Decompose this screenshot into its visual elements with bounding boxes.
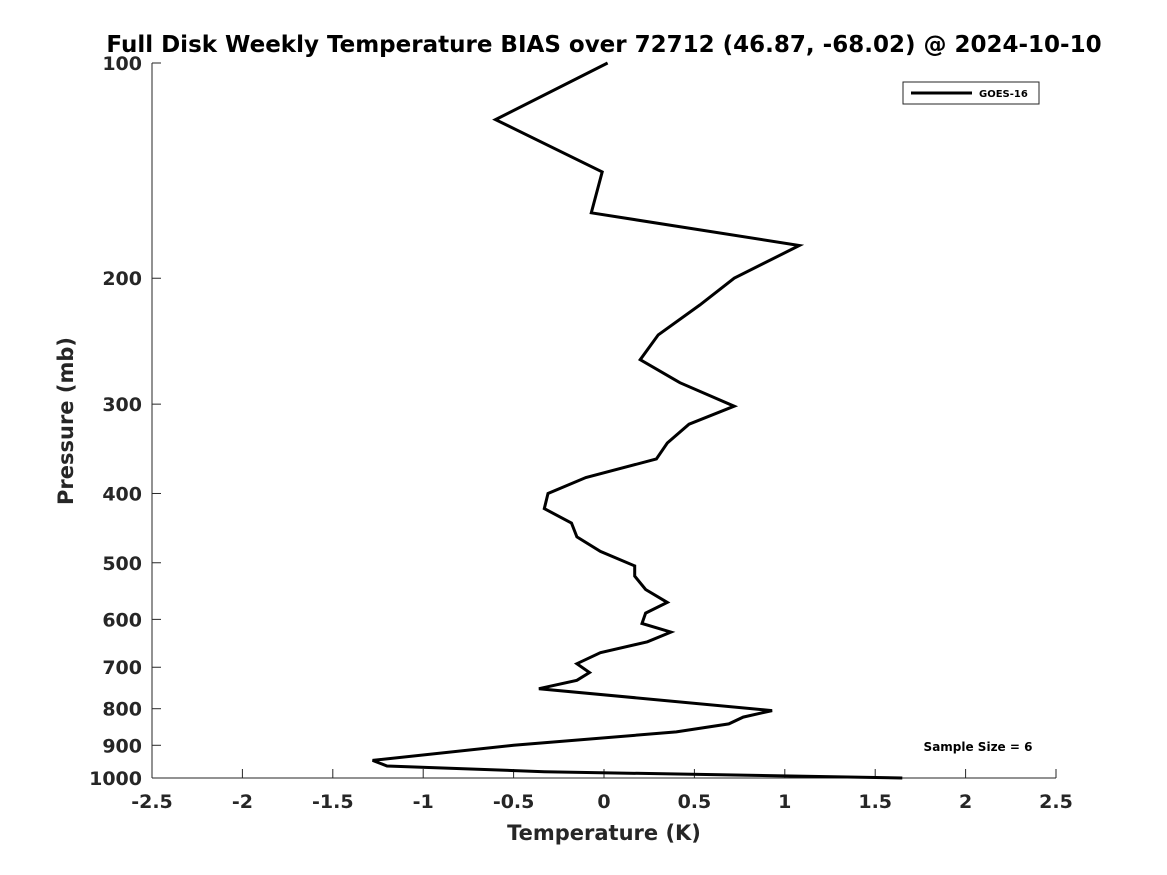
legend-entry-goes-16: GOES-16 — [979, 89, 1028, 100]
x-tick-label: 2.5 — [1039, 791, 1073, 813]
y-tick-label: 100 — [102, 53, 142, 75]
x-tick-label: -1.5 — [312, 791, 354, 813]
x-tick-label: 1.5 — [858, 791, 892, 813]
y-tick-label: 400 — [102, 483, 142, 505]
x-ticks: -2.5 -2 -1.5 -1 -0.5 0 0.5 1 1.5 2 2.5 — [131, 769, 1073, 813]
y-tick-label: 600 — [102, 609, 142, 631]
sample-size-annotation: Sample Size = 6 — [924, 740, 1033, 754]
x-axis-label: Temperature (K) — [507, 821, 701, 845]
x-tick-label: 0 — [597, 791, 610, 813]
y-tick-label: 200 — [102, 268, 142, 290]
chart-title: Full Disk Weekly Temperature BIAS over 7… — [106, 32, 1101, 58]
legend: GOES-16 — [902, 81, 1040, 105]
x-tick-label: -1 — [413, 791, 434, 813]
y-tick-label: 500 — [102, 553, 142, 575]
y-tick-label: 800 — [102, 699, 142, 721]
y-axis-label: Pressure (mb) — [54, 337, 78, 505]
x-tick-label: 0.5 — [678, 791, 712, 813]
y-ticks: 100 200 300 400 500 600 700 800 900 1000 — [89, 53, 161, 790]
x-tick-label: -2 — [232, 791, 253, 813]
series-line-goes-16 — [372, 61, 903, 780]
x-tick-label: 2 — [959, 791, 972, 813]
x-tick-label: -2.5 — [131, 791, 173, 813]
y-tick-label: 300 — [102, 394, 142, 416]
y-tick-label: 1000 — [89, 768, 142, 790]
x-tick-label: -0.5 — [493, 791, 535, 813]
y-tick-label: 700 — [102, 657, 142, 679]
series-layer — [372, 61, 903, 780]
x-tick-label: 1 — [778, 791, 791, 813]
y-tick-label: 900 — [102, 735, 142, 757]
